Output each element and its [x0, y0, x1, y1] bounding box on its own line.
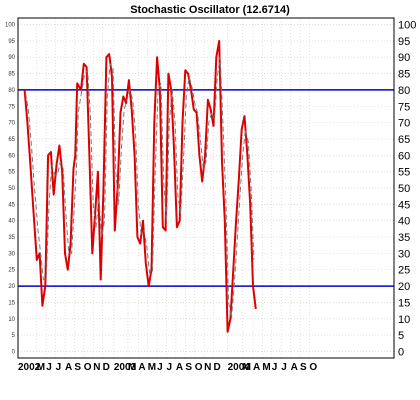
y-tick-label-left: 55	[8, 170, 15, 176]
x-tick-label: M	[37, 362, 45, 373]
y-tick-label-right: 50	[398, 183, 410, 195]
x-tick-label: A	[138, 362, 145, 373]
x-tick-label: J	[157, 362, 163, 373]
y-tick-label-left: 40	[8, 219, 15, 225]
x-tick-label: O	[84, 362, 92, 373]
signal-line-dashed	[25, 56, 255, 320]
y-tick-label-left: 45	[8, 202, 15, 208]
y-tick-label-right: 20	[398, 281, 410, 293]
y-tick-label-left: 35	[8, 235, 15, 241]
y-tick-label-left: 85	[8, 72, 15, 78]
x-tick-label: M	[128, 362, 136, 373]
x-tick-label: M	[148, 362, 156, 373]
y-tick-label-left: 15	[8, 300, 15, 306]
y-tick-label-left: 50	[8, 186, 15, 192]
y-tick-label-right: 35	[398, 232, 410, 244]
x-tick-label: J	[272, 362, 278, 373]
x-tick-label: O	[195, 362, 203, 373]
x-tick-label: S	[300, 362, 307, 373]
y-tick-label-right: 40	[398, 216, 410, 228]
y-tick-label-right: 75	[398, 101, 410, 113]
y-tick-label-right: 70	[398, 118, 410, 130]
y-tick-label-right: 30	[398, 248, 410, 260]
x-tick-label: N	[93, 362, 100, 373]
y-tick-label-left: 5	[12, 333, 16, 339]
x-tick-label: D	[214, 362, 221, 373]
x-tick-label: N	[204, 362, 211, 373]
y-tick-label-right: 65	[398, 134, 410, 146]
y-tick-label-left: 0	[12, 349, 16, 355]
x-tick-label: A	[65, 362, 72, 373]
y-tick-label-right: 95	[398, 36, 410, 48]
x-tick-label: M	[262, 362, 270, 373]
x-tick-label: M	[243, 362, 251, 373]
y-tick-label-right: 60	[398, 150, 410, 162]
x-tick-label: S	[74, 362, 81, 373]
y-tick-label-left: 25	[8, 268, 15, 274]
y-tick-label-right: 0	[398, 346, 404, 358]
x-tick-label: J	[281, 362, 287, 373]
y-tick-label-right: 5	[398, 330, 404, 342]
stochastic-line	[23, 39, 257, 333]
y-tick-label-left: 80	[8, 88, 15, 94]
y-tick-label-right: 15	[398, 297, 410, 309]
y-tick-label-left: 75	[8, 104, 15, 110]
x-tick-label: 2002	[18, 362, 41, 373]
y-tick-labels: 0055101015152020252530303535404045455050…	[5, 20, 416, 359]
y-tick-label-left: 95	[8, 39, 15, 45]
chart-title: Stochastic Oscillator (12.6714)	[130, 4, 290, 16]
x-tick-label: S	[185, 362, 192, 373]
y-tick-label-left: 30	[8, 251, 15, 257]
x-tick-label: A	[176, 362, 183, 373]
y-tick-label-left: 65	[8, 137, 15, 143]
y-tick-label-right: 10	[398, 314, 410, 326]
x-tick-label: J	[46, 362, 52, 373]
y-tick-label-right: 45	[398, 199, 410, 211]
y-tick-label-right: 85	[398, 69, 410, 81]
x-tick-label: 2004	[228, 362, 251, 373]
series-group	[23, 39, 257, 333]
y-tick-label-left: 100	[5, 23, 16, 29]
x-tick-label: J	[167, 362, 173, 373]
x-tick-label: A	[253, 362, 260, 373]
y-tick-label-left: 20	[8, 284, 15, 290]
y-tick-label-left: 10	[8, 317, 15, 323]
y-tick-label-left: 60	[8, 153, 15, 159]
y-tick-label-right: 90	[398, 52, 410, 64]
y-tick-label-right: 25	[398, 265, 410, 277]
x-tick-label: O	[309, 362, 317, 373]
plot-frame	[17, 17, 395, 359]
x-tick-label: D	[103, 362, 110, 373]
y-tick-label-right: 100	[398, 20, 416, 32]
x-tick-label: 2003	[114, 362, 137, 373]
y-tick-label-right: 80	[398, 85, 410, 97]
x-tick-label: A	[291, 362, 298, 373]
y-tick-label-left: 90	[8, 55, 15, 61]
y-tick-label-right: 55	[398, 167, 410, 179]
y-tick-label-left: 70	[8, 121, 15, 127]
x-tick-label: J	[56, 362, 62, 373]
